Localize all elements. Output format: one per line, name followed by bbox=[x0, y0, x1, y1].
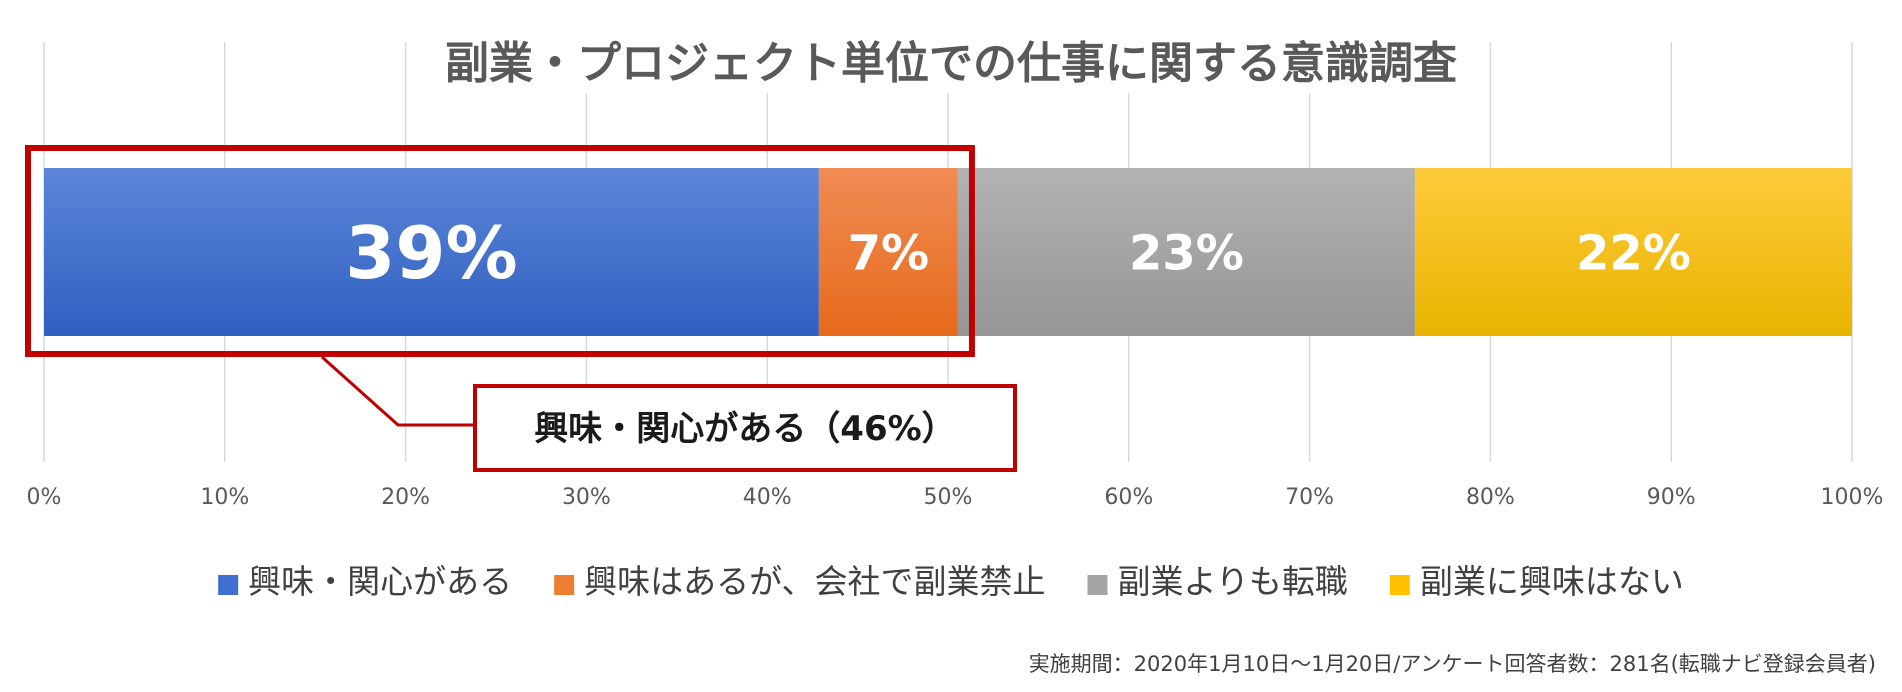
legend-label: 副業に興味はない bbox=[1420, 562, 1684, 601]
x-tick-label: 0% bbox=[27, 485, 62, 510]
chart-title: 副業・プロジェクト単位での仕事に関する意識調査 bbox=[445, 38, 1457, 89]
x-tick-label: 30% bbox=[562, 485, 611, 510]
annotation-highlight-frame bbox=[25, 145, 975, 357]
x-tick-label: 90% bbox=[1647, 485, 1696, 510]
x-tick-label: 80% bbox=[1466, 485, 1515, 510]
legend-item: 興味はあるが、会社で副業禁止 bbox=[554, 562, 1046, 601]
bar-labels: 39% 7% 23% 22% bbox=[345, 211, 1691, 295]
legend-item: 副業に興味はない bbox=[1389, 562, 1684, 601]
bar-value-label: 22% bbox=[1576, 225, 1691, 281]
gridlines bbox=[43, 34, 1853, 462]
bar-segment bbox=[44, 168, 819, 336]
legend-label: 興味はあるが、会社で副業禁止 bbox=[584, 562, 1045, 601]
legend-swatch bbox=[1087, 575, 1108, 595]
legend-label: 副業よりも転職 bbox=[1118, 562, 1348, 601]
bar-value-label: 23% bbox=[1129, 225, 1244, 281]
bar-segment bbox=[957, 168, 1415, 336]
legend-item: 興味・関心がある bbox=[218, 562, 512, 601]
legend-label: 興味・関心がある bbox=[248, 562, 512, 601]
x-axis-tick-labels: 0% 10% 20% 30% 40% 50% 60% 70% 80% 90% 100% bbox=[27, 485, 1884, 510]
survey-footnote: 実施期間：2020年1月10日〜1月20日/アンケート回答者数：281名(転職ナ… bbox=[1029, 652, 1876, 676]
x-tick-label: 100% bbox=[1821, 485, 1884, 510]
bar-stack bbox=[44, 168, 1852, 336]
annotation-callout: 興味・関心がある（46%） bbox=[25, 145, 1017, 472]
x-tick-label: 40% bbox=[743, 485, 792, 510]
annotation-leader-line bbox=[320, 355, 475, 427]
x-tick-label: 60% bbox=[1104, 485, 1153, 510]
bar-value-label: 39% bbox=[345, 211, 517, 295]
annotation-label-box bbox=[473, 384, 1017, 472]
legend-swatch bbox=[1389, 575, 1410, 595]
legend-item: 副業よりも転職 bbox=[1087, 562, 1348, 601]
legend-swatch bbox=[218, 575, 239, 595]
bar-segment bbox=[818, 168, 958, 336]
x-tick-label: 10% bbox=[200, 485, 249, 510]
annotation-label: 興味・関心がある（46%） bbox=[534, 409, 955, 449]
bar-segment bbox=[1414, 168, 1852, 336]
legend-swatch bbox=[554, 575, 575, 595]
title-background bbox=[431, 34, 1471, 93]
x-tick-label: 20% bbox=[381, 485, 430, 510]
x-tick-label: 50% bbox=[924, 485, 973, 510]
x-tick-label: 70% bbox=[1285, 485, 1334, 510]
bar-value-label: 7% bbox=[848, 225, 930, 281]
legend: 興味・関心がある 興味はあるが、会社で副業禁止 副業よりも転職 副業に興味はない bbox=[218, 562, 1684, 601]
